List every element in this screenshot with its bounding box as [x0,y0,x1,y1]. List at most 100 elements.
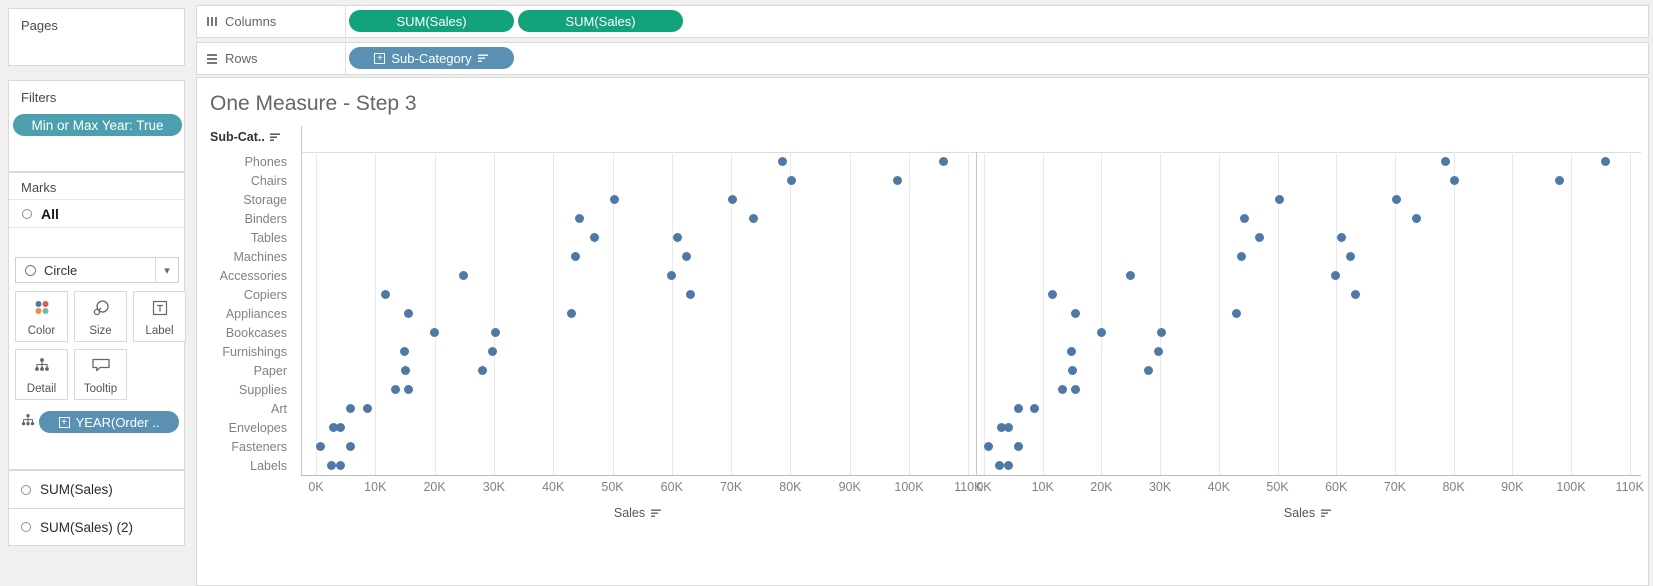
row-label-binders[interactable]: Binders [244,211,287,226]
row-label-phones[interactable]: Phones [244,154,287,169]
data-point[interactable] [401,366,410,375]
row-label-accessories[interactable]: Accessories [219,268,287,283]
data-point[interactable] [610,195,620,204]
detail-button[interactable]: Detail [15,349,68,400]
data-point[interactable] [326,461,336,470]
data-point[interactable] [983,442,993,451]
row-label-chairs[interactable]: Chairs [250,173,287,188]
row-label-copiers[interactable]: Copiers [243,287,287,302]
data-point[interactable] [1337,233,1346,242]
data-point[interactable] [391,385,400,394]
data-point[interactable] [404,309,413,318]
data-point[interactable] [345,404,355,413]
row-field-header[interactable]: Sub-Cat.. [210,130,281,144]
data-point[interactable] [459,271,469,280]
data-point[interactable] [681,252,691,261]
data-point[interactable] [748,214,758,223]
row-label-paper[interactable]: Paper [253,363,287,378]
data-point[interactable] [1068,366,1078,375]
data-point[interactable] [1154,347,1164,356]
data-point[interactable] [1096,328,1106,337]
data-point[interactable] [1013,442,1023,451]
row-label-storage[interactable]: Storage [243,192,287,207]
data-point[interactable] [1236,252,1246,261]
row-label-fasteners[interactable]: Fasteners [231,439,287,454]
data-point[interactable] [1350,290,1360,299]
data-point[interactable] [590,233,600,242]
marks-card-all[interactable]: All [9,199,184,228]
data-point[interactable] [571,252,581,261]
color-button[interactable]: Color [15,291,68,342]
data-point[interactable] [399,347,409,356]
data-point[interactable] [666,271,676,280]
data-point[interactable] [728,195,738,204]
data-point[interactable] [430,328,440,337]
row-label-supplies[interactable]: Supplies [239,382,287,397]
data-point[interactable] [404,385,413,394]
rows-shelf[interactable]: Rows + Sub-Category [196,42,1649,75]
data-point[interactable] [335,461,345,470]
data-point[interactable] [1125,271,1135,280]
data-point[interactable] [477,366,487,375]
row-label-tables[interactable]: Tables [250,230,287,245]
data-point[interactable] [1240,214,1250,223]
year-order-date-pill[interactable]: + YEAR(Order .. [39,411,179,433]
mark-type-dropdown[interactable]: Circle ▾ [15,257,179,283]
row-label-envelopes[interactable]: Envelopes [228,420,287,435]
data-point[interactable] [1331,271,1341,280]
data-point[interactable] [893,176,903,185]
data-point[interactable] [491,328,501,337]
data-point[interactable] [345,442,355,451]
data-point[interactable] [1067,347,1076,356]
data-point[interactable] [328,423,338,432]
data-point[interactable] [996,423,1006,432]
row-label-labels[interactable]: Labels [250,458,287,473]
x-axis-title[interactable]: Sales [1263,506,1353,520]
data-point[interactable] [1345,252,1355,261]
chevron-down-icon[interactable]: ▾ [155,258,178,282]
data-point[interactable] [1600,157,1610,166]
data-point[interactable] [1048,290,1058,299]
data-point[interactable] [1412,214,1422,223]
measure-card-2[interactable]: SUM(Sales) (2) [8,508,185,546]
data-point[interactable] [1003,461,1013,470]
data-point[interactable] [1231,309,1241,318]
row-label-appliances[interactable]: Appliances [225,306,287,321]
rows-pill-sub-category[interactable]: + Sub-Category [349,47,514,69]
data-point[interactable] [1255,233,1265,242]
columns-shelf[interactable]: Columns SUM(Sales) SUM(Sales) [196,5,1649,38]
data-point[interactable] [1555,176,1565,185]
data-point[interactable] [488,347,498,356]
data-point[interactable] [1013,404,1023,413]
data-point[interactable] [1143,366,1153,375]
data-point[interactable] [380,290,390,299]
label-button[interactable]: Label [133,291,186,342]
data-point[interactable] [686,290,696,299]
data-point[interactable] [315,442,325,451]
data-point[interactable] [1392,195,1402,204]
row-label-machines[interactable]: Machines [233,249,288,264]
columns-pill-sum-sales[interactable]: SUM(Sales) [349,10,514,32]
tooltip-button[interactable]: Tooltip [74,349,127,400]
data-point[interactable] [362,404,372,413]
data-point[interactable] [777,157,787,166]
data-point[interactable] [566,309,576,318]
data-point[interactable] [1450,176,1460,185]
data-point[interactable] [1071,309,1081,318]
data-point[interactable] [1275,195,1285,204]
data-point[interactable] [335,423,345,432]
filters-shelf[interactable]: Filters Min or Max Year: True [8,80,185,172]
data-point[interactable] [1071,385,1081,394]
data-point[interactable] [1030,404,1039,413]
measure-card-1[interactable]: SUM(Sales) [8,470,185,508]
x-axis-title[interactable]: Sales [593,506,683,520]
data-point[interactable] [1440,157,1450,166]
size-button[interactable]: Size [74,291,127,342]
data-point[interactable] [574,214,584,223]
data-point[interactable] [787,176,797,185]
row-label-bookcases[interactable]: Bookcases [225,325,287,340]
columns-pill-sum-sales[interactable]: SUM(Sales) [518,10,683,32]
data-point[interactable] [1157,328,1167,337]
data-point[interactable] [994,461,1004,470]
row-label-furnishings[interactable]: Furnishings [222,344,287,359]
